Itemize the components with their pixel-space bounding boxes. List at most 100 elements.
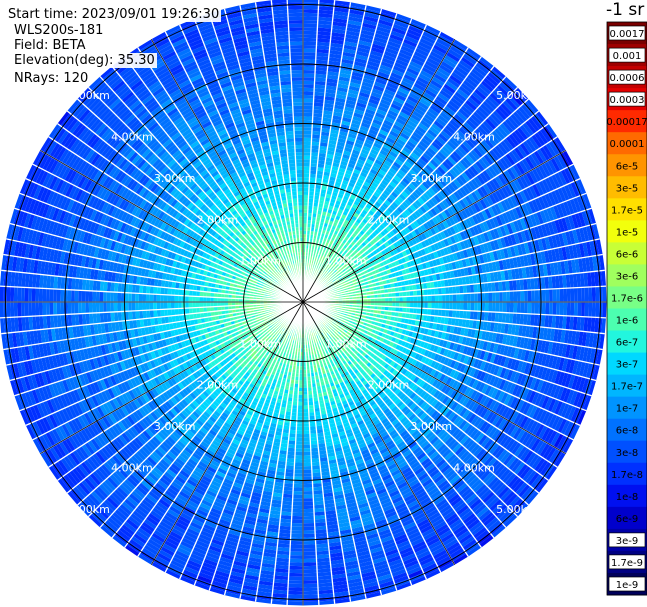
gate-cell	[331, 165, 339, 171]
gate-cell	[377, 152, 387, 160]
gate-cell	[315, 66, 328, 72]
gate-cell	[360, 26, 376, 33]
gate-cell	[455, 285, 460, 294]
gate-cell	[425, 24, 441, 35]
gate-cell	[306, 230, 311, 235]
gate-cell	[313, 95, 325, 100]
gate-cell	[330, 257, 335, 262]
gate-cell	[376, 71, 390, 79]
gate-cell	[545, 302, 550, 315]
gate-cell	[310, 451, 319, 456]
gate-cell	[351, 71, 364, 78]
gate-cell	[399, 302, 403, 308]
gate-cell	[411, 131, 423, 141]
gate-cell	[499, 291, 503, 302]
gate-cell	[346, 96, 358, 102]
gate-cell	[319, 276, 324, 280]
gate-cell	[337, 171, 345, 177]
gate-cell	[384, 116, 396, 124]
gate-cell	[584, 287, 589, 302]
gate-cell	[318, 149, 327, 154]
gate-cell	[366, 174, 375, 182]
gate-cell	[354, 165, 363, 172]
gate-cell	[341, 58, 355, 65]
gate-cell	[442, 302, 446, 310]
gate-cell	[324, 261, 329, 267]
gate-cell	[362, 115, 374, 122]
gate-cell	[358, 36, 374, 44]
gate-cell	[427, 295, 432, 302]
gate-cell	[309, 166, 318, 171]
gate-cell	[310, 436, 318, 441]
gate-cell	[394, 93, 407, 102]
gate-cell	[327, 67, 340, 73]
gate-cell	[334, 181, 342, 187]
gate-cell	[429, 79, 443, 90]
gate-cell	[424, 295, 428, 302]
gate-cell	[513, 290, 518, 302]
gate-cell	[316, 48, 330, 54]
gate-cell	[326, 263, 331, 268]
gate-cell	[341, 153, 351, 160]
gate-cell	[312, 213, 317, 218]
gate-cell	[312, 206, 319, 211]
gate-cell	[326, 71, 340, 77]
gate-cell	[484, 302, 489, 312]
gate-cell	[459, 293, 464, 302]
gate-cell	[338, 205, 346, 211]
gate-cell	[401, 104, 414, 114]
gate-cell	[343, 192, 351, 198]
gate-cell	[314, 73, 327, 79]
gate-cell	[591, 302, 596, 318]
gate-cell	[364, 138, 375, 146]
gate-cell	[332, 188, 340, 194]
gate-cell	[467, 293, 471, 302]
gate-cell	[307, 212, 313, 217]
gate-cell	[374, 77, 388, 86]
gate-cell	[359, 171, 368, 178]
gate-cell	[347, 182, 356, 188]
gate-cell	[303, 37, 317, 42]
gate-cell	[388, 106, 401, 115]
gate-cell	[379, 166, 389, 174]
gate-cell	[427, 302, 432, 309]
gate-cell	[437, 92, 450, 103]
gate-cell	[393, 120, 405, 129]
gate-cell	[322, 264, 327, 270]
gate-cell	[502, 302, 507, 313]
gate-cell	[323, 103, 335, 109]
gate-cell	[358, 91, 371, 99]
gate-cell	[336, 141, 346, 147]
gate-cell	[406, 140, 417, 149]
gate-cell	[317, 27, 332, 33]
gate-cell	[349, 156, 358, 162]
gate-cell	[320, 131, 330, 137]
gate-cell	[365, 135, 376, 143]
gate-cell	[332, 158, 341, 165]
gate-cell	[326, 78, 339, 84]
gate-cell	[531, 302, 535, 315]
gate-cell	[333, 7, 350, 13]
gate-cell	[303, 45, 317, 49]
gate-cell	[367, 187, 375, 195]
gate-cell	[377, 19, 394, 27]
gate-cell	[324, 164, 332, 170]
gate-cell	[326, 267, 330, 272]
gate-cell	[365, 105, 378, 112]
gate-cell	[433, 98, 446, 109]
gate-cell	[363, 142, 373, 149]
gate-cell	[401, 77, 415, 86]
gate-cell	[329, 176, 337, 182]
gate-cell	[438, 63, 453, 75]
gate-cell	[417, 302, 421, 309]
gate-cell	[337, 79, 350, 86]
gate-cell	[364, 67, 378, 75]
gate-cell	[395, 90, 409, 99]
gate-cell	[442, 294, 446, 302]
gate-cell	[445, 294, 450, 302]
gate-cell	[409, 134, 421, 144]
gate-cell	[390, 164, 400, 172]
gate-cell	[404, 70, 419, 80]
gate-cell	[303, 134, 312, 138]
gate-cell	[456, 302, 461, 311]
